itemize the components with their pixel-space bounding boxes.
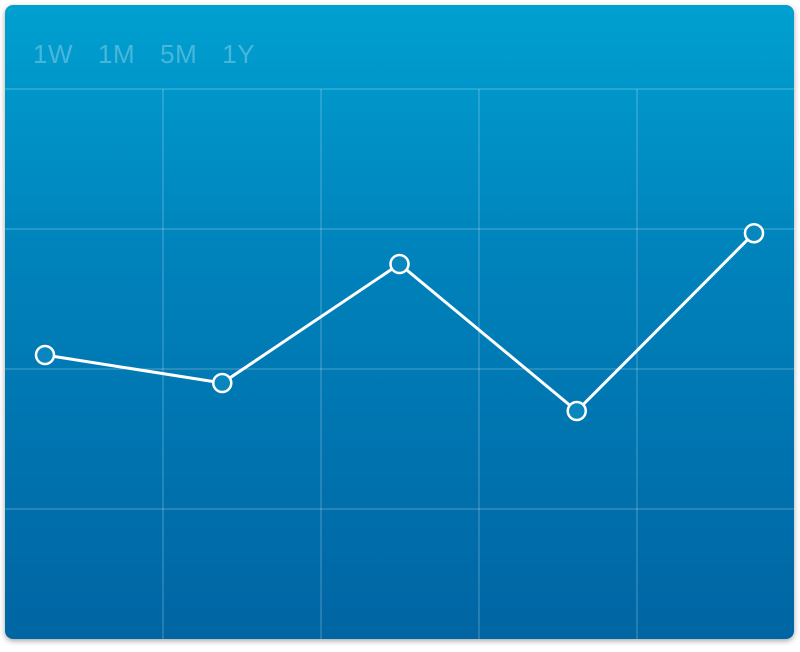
data-point[interactable] — [212, 372, 233, 394]
data-point[interactable] — [34, 344, 56, 366]
tab-1m[interactable]: 1M — [98, 39, 136, 69]
chart-series — [34, 222, 765, 422]
tab-1w[interactable]: 1W — [33, 39, 73, 69]
data-point[interactable] — [389, 253, 410, 275]
chart-grid — [5, 88, 794, 639]
tab-1y[interactable]: 1Y — [222, 39, 256, 69]
tab-5m[interactable]: 5M — [160, 39, 198, 69]
range-tabs: 1W 1M 5M 1Y — [33, 39, 280, 70]
line-chart — [5, 88, 794, 639]
data-point[interactable] — [743, 222, 765, 244]
chart-card: 1W 1M 5M 1Y — [5, 5, 794, 639]
data-point[interactable] — [566, 400, 587, 422]
